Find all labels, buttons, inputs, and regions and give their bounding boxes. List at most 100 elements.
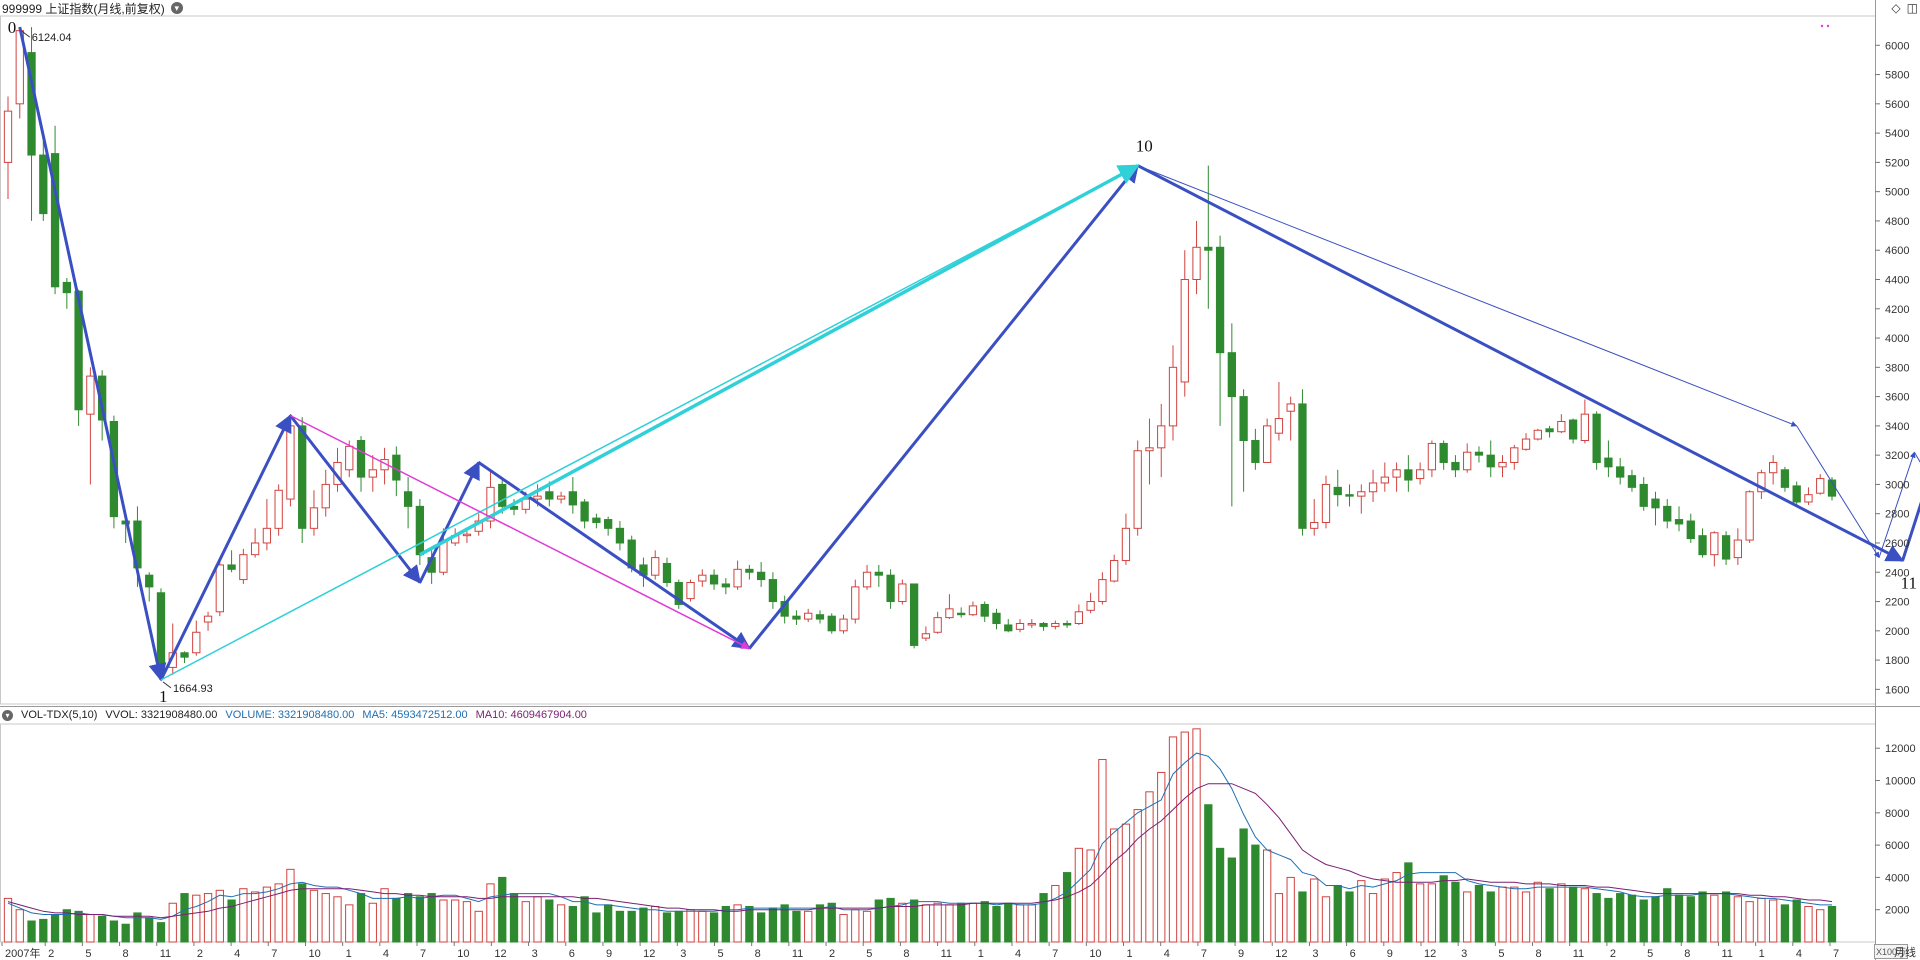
candle-down [39, 154, 48, 215]
volume-bar-up [1745, 901, 1754, 943]
volume-bar-down [1780, 904, 1790, 943]
volume-bar-up [380, 888, 389, 943]
candle-down [509, 505, 519, 510]
volume-bar-down [1451, 881, 1460, 943]
candle-up [1310, 521, 1319, 529]
candle-down [1780, 469, 1790, 488]
chevron-down-icon[interactable]: ▾ [2, 709, 13, 721]
candle-up [368, 469, 377, 478]
candle-down [1239, 396, 1248, 442]
candle-up [1816, 478, 1825, 494]
candle-up [262, 527, 272, 544]
candle-up [1357, 491, 1366, 497]
volume-bar-up [921, 904, 931, 943]
candle-up [1027, 622, 1036, 626]
cyan-line-thin [160, 164, 1139, 681]
time-tick-label: 6 [569, 948, 575, 960]
time-tick-label: 2007年 [5, 946, 40, 960]
volume-bar-down [827, 902, 836, 943]
volume-bar-down [1004, 902, 1013, 943]
wave-lines[interactable] [18, 26, 1920, 682]
price-tick-label: 5600 [1885, 99, 1909, 111]
candle-down [1451, 461, 1460, 471]
candle-up [1133, 450, 1142, 529]
candle-down [1062, 622, 1072, 626]
chevron-down-icon[interactable]: ▾ [170, 2, 183, 14]
candle-down [756, 571, 766, 581]
candle-up [851, 586, 860, 620]
indicator-name[interactable]: VOL-TDX(5,10) [21, 709, 98, 721]
volume-bars[interactable] [3, 728, 1837, 943]
time-tick-label: 11 [1573, 948, 1584, 960]
volume-bar-up [521, 901, 530, 943]
price-tick-label: 3600 [1885, 392, 1909, 404]
volume-bar-up [1757, 897, 1766, 943]
volume-bar-up [286, 868, 295, 943]
volume-bar-up [168, 902, 177, 943]
volume-bar-up [1098, 759, 1107, 943]
candle-down [874, 571, 883, 576]
volume-bar-down [1062, 872, 1072, 943]
volume-bar-down [580, 896, 589, 943]
candle-up [1580, 413, 1590, 442]
volume-bar-down [1039, 893, 1048, 943]
candle-down [1545, 428, 1554, 433]
volume-bar-up [1051, 884, 1060, 943]
volume-bar-down [1592, 893, 1601, 943]
volume-bar-down [792, 910, 801, 943]
time-tick-label: 8 [903, 948, 909, 960]
volume-bar-down [1792, 899, 1801, 943]
time-tick-label: 8 [755, 948, 761, 960]
time-tick-label: 7 [271, 948, 277, 960]
time-tick-label: 3 [532, 948, 538, 960]
top-right-toolbar: ◇ ◫ [1891, 1, 1918, 15]
candle-down [604, 519, 613, 529]
wave-label: 0 [8, 18, 17, 37]
time-tick-label: 3 [1461, 948, 1467, 960]
volume-bar-down [97, 915, 107, 943]
candle-up [239, 554, 248, 581]
candlesticks[interactable] [3, 27, 1837, 680]
volume-bar-up [345, 904, 354, 943]
candle-down [403, 491, 413, 507]
wave-label: 10 [1136, 137, 1153, 156]
candle-up [286, 425, 295, 500]
price-tick-label: 3400 [1885, 421, 1909, 433]
candle-up [733, 568, 742, 588]
candle-up [1286, 403, 1295, 412]
candle-up [1074, 611, 1084, 624]
volume-bar-down [1568, 886, 1578, 943]
candle-up [862, 571, 872, 588]
volume-bar-up [1192, 728, 1201, 943]
volume-bar-up [86, 914, 95, 943]
volume-bar-up [556, 904, 566, 943]
candle-down [1215, 246, 1225, 354]
time-tick-label: 12 [1424, 948, 1436, 960]
volume-bar-up [262, 886, 272, 943]
candle-up [1757, 472, 1766, 493]
volume-bar-up [898, 902, 907, 943]
volume-bar-up [686, 909, 695, 943]
period-label[interactable]: 月线 [1894, 947, 1916, 959]
price-tick-label: 4600 [1885, 245, 1909, 257]
volume-bar-down [180, 893, 189, 943]
candle-down [1674, 519, 1684, 525]
candle-down [886, 574, 895, 603]
time-tick-label: 4 [1796, 948, 1802, 960]
candle-up [1427, 442, 1437, 471]
candle-up [1733, 539, 1743, 559]
volume-bar-down [886, 897, 895, 943]
price-tick-label: 4400 [1885, 274, 1909, 286]
candle-down [592, 517, 601, 523]
candle-down [627, 539, 636, 569]
candle-down [1721, 535, 1731, 560]
candle-down [50, 153, 60, 288]
candle-up [1463, 451, 1472, 471]
candle-down [1792, 485, 1801, 503]
panel-toggle-icon[interactable]: ◫ [1906, 1, 1918, 15]
volume-bar-up [1357, 880, 1366, 943]
volume-bar-down [1698, 891, 1707, 943]
diamond-icon[interactable]: ◇ [1891, 1, 1901, 15]
